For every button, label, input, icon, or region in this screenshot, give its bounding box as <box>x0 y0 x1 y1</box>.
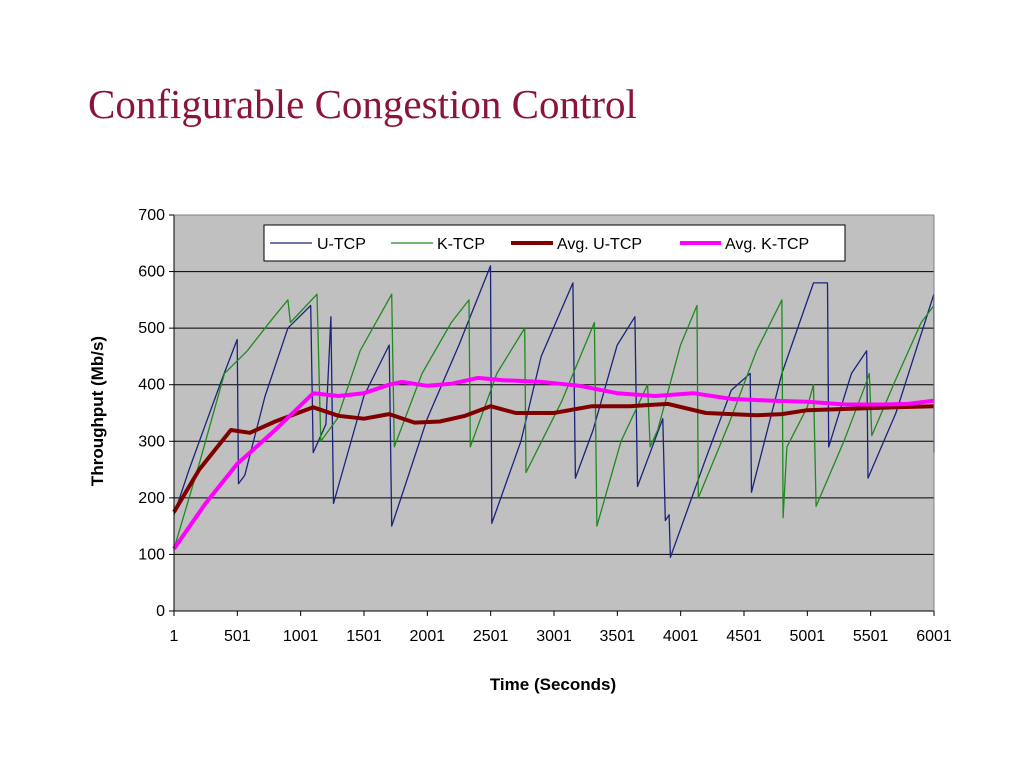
y-tick-label: 700 <box>138 207 165 224</box>
x-tick-label: 5501 <box>853 628 889 645</box>
y-tick-label: 500 <box>138 320 165 337</box>
y-axis-title: Throughput (Mb/s) <box>88 336 107 486</box>
x-tick-label: 1501 <box>346 628 382 645</box>
x-tick-label: 5001 <box>790 628 826 645</box>
x-tick-label: 1 <box>170 628 179 645</box>
x-tick-label: 3501 <box>600 628 636 645</box>
legend-label: K-TCP <box>437 236 485 253</box>
x-tick-label: 4001 <box>663 628 699 645</box>
x-tick-label: 3001 <box>536 628 572 645</box>
x-tick-label: 4501 <box>726 628 762 645</box>
x-tick-label: 1001 <box>283 628 319 645</box>
y-tick-label: 100 <box>138 546 165 563</box>
series-line-avg-k-tcp <box>172 375 935 550</box>
legend-label: Avg. K-TCP <box>725 236 809 253</box>
x-tick-label: 2001 <box>410 628 446 645</box>
x-tick-label: 2501 <box>473 628 509 645</box>
legend-box <box>263 224 846 262</box>
x-axis-title: Time (Seconds) <box>490 675 616 694</box>
series-line-avg-u-tcp <box>172 401 935 514</box>
y-tick-label: 300 <box>138 433 165 450</box>
series-line-k-tcp <box>173 293 935 549</box>
legend-label: Avg. U-TCP <box>557 236 642 253</box>
y-tick-label: 0 <box>156 603 165 620</box>
slide-title: Configurable Congestion Control <box>88 81 637 127</box>
x-tick-label: 501 <box>224 628 251 645</box>
y-tick-label: 600 <box>138 264 165 281</box>
legend-label: U-TCP <box>317 236 366 253</box>
y-tick-label: 200 <box>138 490 165 507</box>
series-line-u-tcp <box>173 265 935 558</box>
y-tick-label: 400 <box>138 377 165 394</box>
x-tick-label: 6001 <box>916 628 952 645</box>
